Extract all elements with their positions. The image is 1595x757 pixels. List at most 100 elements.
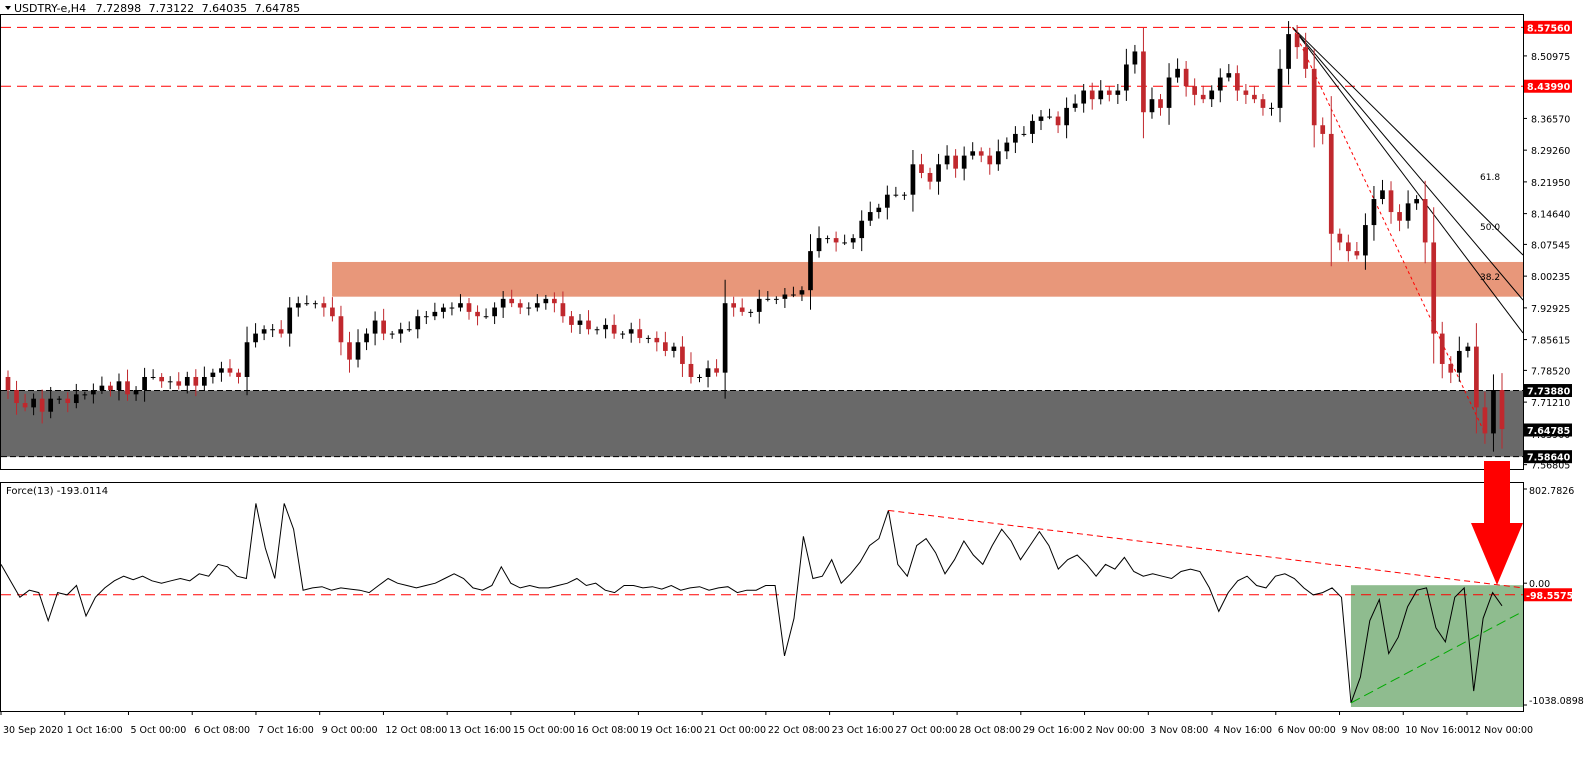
price-tick-label: 8.00235: [1531, 272, 1570, 283]
force-pane-frame: [0, 482, 1524, 712]
fib-fan-line[interactable]: [1292, 27, 1523, 334]
candle-body: [398, 329, 404, 334]
candle-body: [1183, 68, 1189, 87]
candle-body: [193, 376, 199, 386]
candle-body: [1081, 90, 1087, 104]
candle-body: [1499, 390, 1505, 430]
force-descending-trendline[interactable]: [888, 509, 1523, 589]
time-tick-label: 23 Oct 16:00: [832, 725, 894, 736]
price-level-tag: [1524, 423, 1572, 437]
candle-body: [423, 316, 429, 318]
time-tick-label: 22 Oct 08:00: [768, 725, 830, 736]
candle-body: [56, 398, 62, 400]
time-tick-label: 1 Oct 16:00: [67, 725, 123, 736]
candle-body: [441, 307, 446, 312]
force-tick-label: 802.7826: [1529, 486, 1574, 497]
candle-body: [961, 155, 967, 169]
candle-body: [1388, 190, 1394, 213]
force-index-line: [1, 503, 1503, 704]
candle-body: [560, 303, 566, 317]
fib-fan-line[interactable]: [1292, 26, 1523, 256]
candle-body: [1380, 190, 1385, 200]
candle-body: [1320, 125, 1326, 134]
candle-body: [645, 337, 651, 339]
candle-body: [534, 303, 540, 308]
candle-body: [688, 363, 694, 377]
price-tick-label: 8.36570: [1531, 114, 1570, 125]
support-zone: [1, 390, 1523, 457]
candle-body: [867, 212, 873, 221]
candle-body: [552, 298, 557, 304]
price-level-tag-label: 8.43990: [1527, 82, 1571, 93]
fib-fan[interactable]: 61.8 50.0 38.2: [1292, 26, 1523, 434]
candle-body: [99, 385, 105, 391]
symbol-label: USDTRY-e,H4: [14, 2, 86, 15]
time-tick-label: 6 Oct 08:00: [194, 725, 250, 736]
price-level-tag: [1524, 450, 1572, 464]
candle-body: [1098, 90, 1104, 100]
candle-body: [927, 172, 933, 182]
candle-body: [1200, 94, 1206, 100]
collapse-triangle-icon[interactable]: [5, 6, 11, 10]
candle-body: [1158, 99, 1163, 108]
zones-layer: [1, 261, 1523, 457]
candle-body: [628, 329, 634, 334]
price-tick-label: 8.21950: [1531, 178, 1570, 189]
candle-body: [722, 303, 728, 373]
candle-body: [219, 368, 224, 373]
price-level-tag: [1524, 20, 1572, 34]
price-tick-label: 7.85615: [1531, 336, 1570, 347]
candle-body: [543, 298, 549, 304]
candle-body: [1072, 103, 1078, 108]
candle-body: [133, 390, 139, 395]
force-indicator-label: Force(13) -193.0114: [6, 486, 108, 497]
candle-body: [5, 376, 11, 391]
candle-body: [253, 333, 258, 343]
fib-fan-line[interactable]: [1292, 27, 1523, 301]
time-tick-label: 13 Oct 16:00: [449, 725, 511, 736]
time-tick-label: 15 Oct 00:00: [513, 725, 575, 736]
price-tick-label: 8.07545: [1531, 240, 1570, 251]
candle-body: [1405, 203, 1411, 221]
candle-body: [808, 251, 813, 291]
candle-body: [1448, 363, 1454, 373]
candle-body: [1209, 90, 1215, 100]
candle-body: [31, 398, 36, 408]
fib-label: 38.2: [1480, 273, 1500, 283]
candle-body: [167, 381, 173, 383]
symbol-header: USDTRY-e,H4 7.72898 7.73122 7.64035 7.64…: [5, 2, 300, 15]
candle-body: [338, 316, 344, 343]
candle-body: [876, 207, 882, 213]
time-axis: 30 Sep 2020 1 Oct 16:00 5 Oct 00:00 6 Oct 0…: [0, 711, 1533, 736]
candle-body: [1047, 116, 1052, 118]
price-level-tag-label: 8.57560: [1527, 23, 1571, 34]
svg-text:USDTRY-e,H4 7.72898: USDTRY-e,H4 7.72898 7.73122 7.64035 7.64…: [14, 2, 300, 15]
candle-body: [1482, 407, 1488, 434]
force-tick-label: -1038.0898: [1529, 696, 1584, 707]
fib-label: 50.0: [1480, 223, 1500, 233]
candle-body: [321, 303, 327, 308]
candle-body: [987, 155, 993, 165]
candle-body: [936, 164, 941, 182]
candle-body: [142, 376, 147, 391]
time-tick-label: 3 Nov 08:00: [1150, 725, 1208, 736]
candle-body: [1465, 346, 1471, 351]
candle-body: [594, 329, 600, 331]
candle-body: [406, 329, 412, 331]
candle-body: [22, 403, 28, 408]
time-tick-label: 16 Oct 08:00: [577, 725, 639, 736]
candle-body: [1175, 68, 1180, 78]
candle-body: [372, 320, 378, 334]
candle-body: [82, 394, 88, 396]
candle-body: [705, 368, 711, 377]
force-ascending-trendline[interactable]: [1350, 610, 1523, 704]
candle-body: [304, 303, 310, 305]
time-tick-label: 19 Oct 16:00: [640, 725, 702, 736]
time-tick-label: 28 Oct 08:00: [959, 725, 1021, 736]
time-tick-label: 9 Oct 00:00: [322, 725, 378, 736]
candle-body: [244, 342, 250, 377]
candle-body: [449, 307, 455, 309]
price-level-tag-label: 7.73880: [1527, 387, 1571, 398]
